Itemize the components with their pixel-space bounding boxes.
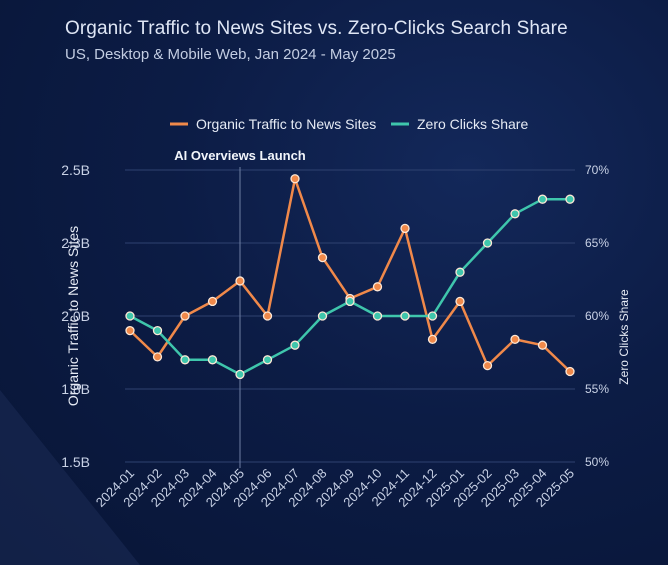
data-point (482, 360, 493, 371)
data-point (290, 174, 300, 184)
data-point (400, 223, 410, 234)
data-point (455, 296, 465, 307)
data-point (565, 194, 575, 204)
data-point (235, 276, 245, 286)
y-left-tick-label: 2.5B (61, 162, 90, 178)
data-point (400, 311, 410, 321)
y-right-tick-label: 50% (585, 455, 609, 469)
data-point (510, 334, 520, 345)
y-left-tick-label: 1.8B (61, 381, 90, 397)
data-point (152, 352, 163, 362)
data-point (235, 369, 245, 380)
annotation: AI Overviews Launch (174, 148, 306, 468)
data-point (427, 311, 438, 321)
data-point (262, 355, 273, 365)
legend: Organic Traffic to News Sites Zero Clicks… (170, 116, 528, 132)
chart-title: Organic Traffic to News Sites vs. Zero-C… (65, 18, 568, 39)
y-left-tick-label: 2.0B (61, 308, 90, 324)
data-point (125, 325, 135, 336)
data-point (317, 252, 328, 263)
legend-label: Zero Clicks Share (417, 116, 528, 132)
y-right-tick-label: 55% (585, 382, 609, 396)
data-point (537, 194, 548, 204)
data-point (317, 311, 328, 321)
annotation-label: AI Overviews Launch (174, 148, 306, 163)
data-point (180, 311, 190, 321)
data-point (455, 267, 465, 277)
y-left-tick-label: 1.5B (61, 454, 90, 470)
data-point (565, 366, 575, 377)
series-line (129, 197, 570, 376)
data-point (262, 311, 273, 321)
data-point (372, 282, 383, 292)
axes: 1.5B1.8B2.0B2.3B2.5B50%55%60%65%70%2024-… (61, 162, 631, 510)
data-point (482, 238, 493, 248)
y-right-tick-label: 65% (585, 236, 609, 250)
legend-label: Organic Traffic to News Sites (196, 116, 376, 132)
data-point (207, 296, 218, 307)
data-point (290, 340, 300, 350)
y-left-tick-label: 2.3B (61, 235, 90, 251)
chart-subtitle: US, Desktop & Mobile Web, Jan 2024 - May… (65, 46, 396, 63)
data-point (345, 296, 355, 307)
data-point (372, 311, 383, 321)
y-right-tick-label: 70% (585, 163, 609, 177)
data-point (537, 340, 548, 350)
data-point (125, 311, 135, 321)
data-point (510, 209, 520, 219)
gridlines (125, 169, 575, 463)
series-line (129, 177, 571, 373)
data-point (427, 334, 438, 345)
data-point (152, 325, 163, 336)
data-point (180, 355, 190, 365)
series-layer (125, 174, 575, 380)
y-right-axis-title: Zero Clicks Share (617, 289, 631, 385)
y-left-axis-title: Organic Traffic to News Sites (65, 226, 81, 406)
data-point (207, 355, 218, 365)
y-right-tick-label: 60% (585, 309, 609, 323)
